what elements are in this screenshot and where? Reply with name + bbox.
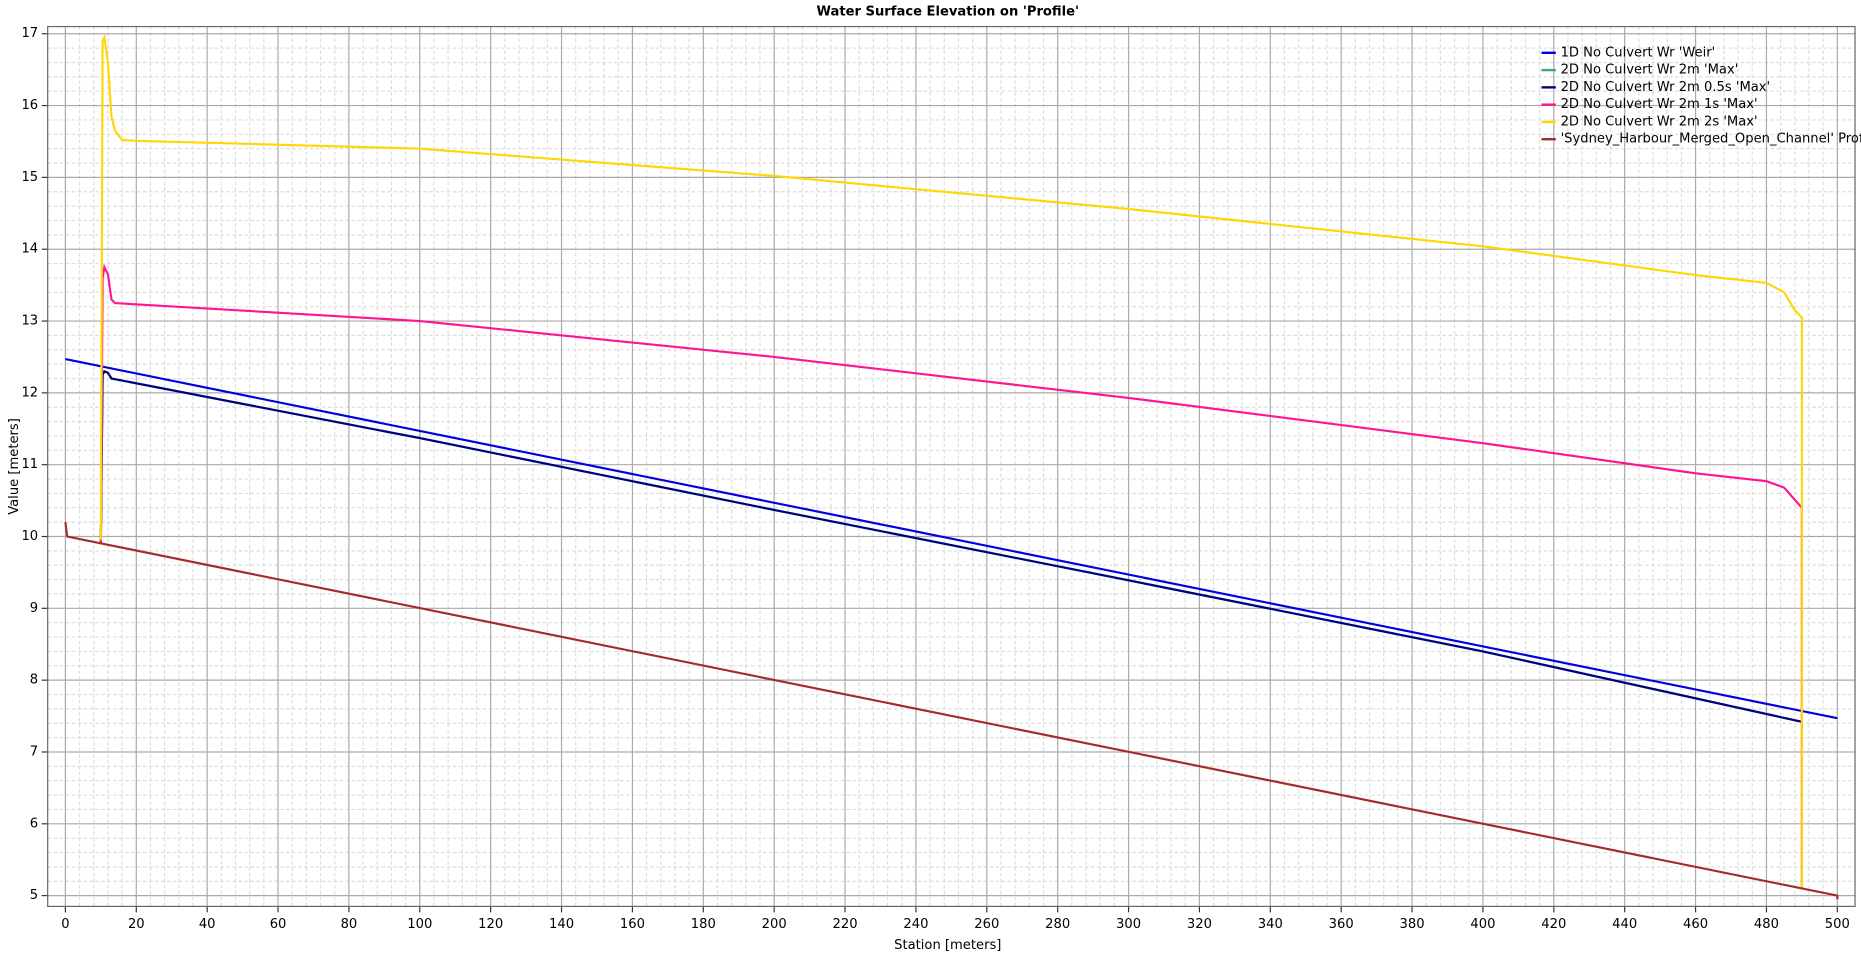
legend-label: 2D No Culvert Wr 2m 'Max' xyxy=(1561,63,1739,78)
y-tick-label: 17 xyxy=(21,26,38,41)
x-tick-label: 60 xyxy=(270,917,287,932)
series-line xyxy=(99,33,1803,889)
x-tick-label: 0 xyxy=(61,917,69,932)
x-tick-label: 500 xyxy=(1825,917,1850,932)
x-tick-label: 140 xyxy=(549,917,574,932)
x-tick-label: 80 xyxy=(341,917,358,932)
y-tick-label: 16 xyxy=(21,98,38,113)
y-tick-label: 13 xyxy=(21,314,38,329)
x-tick-label: 100 xyxy=(407,917,432,932)
legend-label: 2D No Culvert Wr 2m 0.5s 'Max' xyxy=(1561,80,1771,95)
x-tick-label: 320 xyxy=(1187,917,1212,932)
y-tick-label: 10 xyxy=(21,529,38,544)
legend-label: 2D No Culvert Wr 2m 1s 'Max' xyxy=(1561,97,1758,112)
x-tick-label: 180 xyxy=(691,917,716,932)
x-tick-label: 120 xyxy=(478,917,503,932)
y-tick-label: 12 xyxy=(21,385,38,400)
y-tick-label: 11 xyxy=(21,457,38,472)
series-line xyxy=(64,522,1839,900)
x-tick-label: 240 xyxy=(903,917,928,932)
y-tick-label: 14 xyxy=(21,242,38,257)
x-tick-label: 340 xyxy=(1258,917,1283,932)
x-tick-label: 220 xyxy=(833,917,858,932)
chart-title: Water Surface Elevation on 'Profile' xyxy=(817,5,1080,20)
x-tick-label: 260 xyxy=(974,917,999,932)
y-tick-label: 5 xyxy=(30,888,38,903)
x-tick-label: 280 xyxy=(1045,917,1070,932)
legend-label: 2D No Culvert Wr 2m 2s 'Max' xyxy=(1561,114,1758,129)
x-tick-label: 420 xyxy=(1541,917,1566,932)
x-tick-label: 360 xyxy=(1329,917,1354,932)
series-line xyxy=(99,369,1803,723)
y-tick-label: 9 xyxy=(30,601,38,616)
y-tick-label: 6 xyxy=(30,816,38,831)
x-tick-label: 160 xyxy=(620,917,645,932)
x-tick-label: 300 xyxy=(1116,917,1141,932)
y-tick-label: 7 xyxy=(30,744,38,759)
x-tick-label: 200 xyxy=(762,917,787,932)
y-axis-label: Value [meters] xyxy=(7,418,22,515)
x-axis-label: Station [meters] xyxy=(894,938,1001,953)
x-tick-label: 480 xyxy=(1754,917,1779,932)
x-tick-label: 40 xyxy=(199,917,216,932)
x-tick-label: 20 xyxy=(128,917,145,932)
plot-frame xyxy=(47,25,1856,907)
x-tick-label: 440 xyxy=(1612,917,1637,932)
y-tick-label: 15 xyxy=(21,170,38,185)
x-tick-label: 460 xyxy=(1683,917,1708,932)
legend-label: 'Sydney_Harbour_Merged_Open_Channel' Pro… xyxy=(1561,132,1861,147)
series-line xyxy=(99,263,1803,889)
series-line xyxy=(65,358,1838,720)
x-tick-label: 380 xyxy=(1400,917,1425,932)
legend-label: 1D No Culvert Wr 'Weir' xyxy=(1561,45,1716,60)
x-tick-label: 400 xyxy=(1470,917,1495,932)
y-tick-label: 8 xyxy=(30,673,38,688)
